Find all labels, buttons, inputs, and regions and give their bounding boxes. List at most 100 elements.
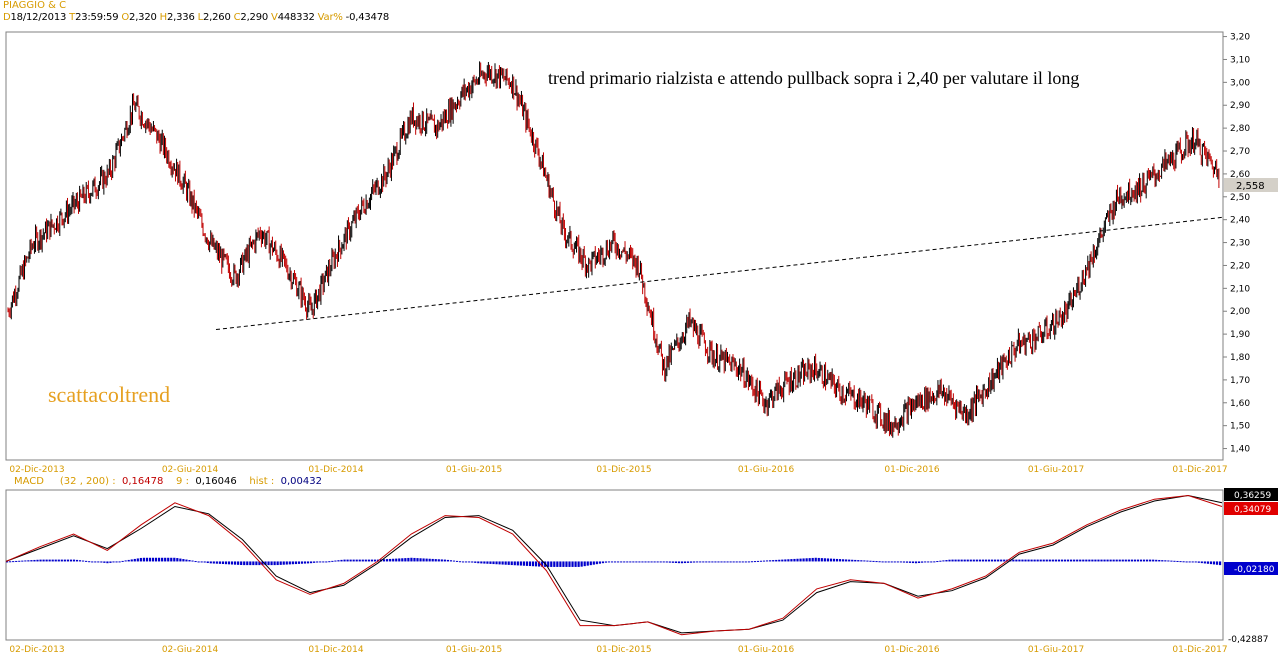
hist-bar (1191, 561, 1194, 563)
hist-bar (42, 559, 45, 562)
macd-colon: : (112, 476, 116, 487)
hist-bar (653, 561, 656, 563)
hist-bar (875, 561, 878, 563)
hist-bar (386, 559, 389, 562)
hist-bar (27, 560, 30, 562)
hist-bar (258, 561, 261, 566)
hist-bar (130, 559, 133, 562)
hist-bar (1003, 559, 1006, 562)
hist-bar (623, 561, 626, 563)
hist-bar (455, 560, 459, 562)
hist-bar (249, 561, 252, 566)
hist-bar (221, 561, 225, 565)
hist-bar (641, 561, 644, 563)
hist-bar (826, 558, 829, 562)
time-value: 23:59:59 (75, 12, 119, 23)
hist-bar (802, 558, 805, 562)
hist-bar (951, 559, 954, 562)
hist-bar (574, 561, 577, 567)
hist-bar (729, 561, 732, 563)
last-price-label: 2,558 (1236, 181, 1265, 192)
hist-bar (680, 561, 684, 564)
hist-bar (18, 560, 21, 562)
hist-bar (1115, 559, 1118, 562)
hist-bar (358, 559, 361, 562)
hist-bar (1106, 559, 1109, 562)
hist-bar (410, 557, 413, 562)
hist-bar (273, 561, 276, 566)
hist-bar (975, 559, 978, 562)
hist-bar (118, 561, 121, 563)
hist-bar (465, 561, 468, 563)
hist-value: 0,00432 (280, 476, 322, 487)
hist-bar (1039, 559, 1042, 562)
hist-bar (261, 561, 264, 566)
hist-bar (82, 560, 85, 562)
hist-bar (462, 561, 465, 563)
hist-bar (449, 560, 453, 562)
hist-bar (1015, 559, 1018, 562)
trendline (215, 216, 1223, 331)
hist-bar (702, 561, 705, 563)
hist-bar (197, 561, 200, 563)
hist-bar (63, 559, 66, 562)
hist-bar (568, 561, 571, 567)
macd-value-box (1224, 562, 1278, 575)
watermark: scattacoltrend (48, 382, 170, 407)
hist-bar (708, 561, 711, 563)
macd-value-box (1224, 502, 1278, 515)
hist-bar (264, 561, 267, 566)
hist-bar (428, 558, 431, 562)
hist-bar (489, 561, 492, 564)
hist-bar (407, 557, 410, 562)
price-panel[interactable] (5, 31, 1224, 461)
hist-bar (890, 561, 893, 563)
hist-bar (322, 561, 325, 563)
hist-bar (501, 561, 504, 565)
hist-bar (547, 561, 550, 567)
hist-bar (474, 561, 477, 563)
hist-bar (127, 559, 130, 562)
hist-bar (741, 561, 744, 563)
x-tick-label: 01-Dic-2017 (1172, 465, 1227, 475)
hist-bar (1218, 561, 1222, 566)
hist-bar (36, 559, 39, 562)
hist-bar (893, 561, 896, 563)
hist-bar (319, 561, 322, 563)
hist-bar (66, 559, 69, 562)
hist-bar (392, 558, 395, 562)
hist-bar (896, 561, 899, 563)
hist-bar (276, 561, 279, 566)
hist-bar (422, 558, 425, 562)
hist-bar (12, 561, 15, 563)
hist-bar (115, 561, 118, 563)
hist-bar (1158, 559, 1161, 562)
open-label: O (121, 12, 130, 23)
hist-bar (139, 557, 142, 562)
macd-panel[interactable] (5, 489, 1224, 641)
x-tick-label: 02-Dic-2013 (9, 465, 64, 475)
hist-bar (945, 560, 948, 562)
hist-bar (705, 561, 708, 563)
hist-bar (300, 561, 304, 564)
price-tick-label: 2,60 (1230, 170, 1250, 180)
hist-bar (756, 560, 760, 562)
hist-bar (817, 557, 820, 562)
x-tick-label: 01-Giu-2017 (1028, 465, 1084, 475)
hist-bar (267, 561, 270, 566)
hist-bar (632, 561, 635, 563)
hist-bar (814, 557, 817, 562)
macd-x-tick-label: 01-Dic-2015 (596, 645, 651, 655)
hist-bar (1063, 559, 1067, 562)
hist-bar (1146, 559, 1149, 562)
hist-bar (966, 559, 969, 562)
hist-bar (382, 559, 386, 562)
hist-bar (148, 557, 152, 562)
price-tick-label: 1,90 (1230, 330, 1250, 340)
macd-x-tick-label: 01-Giu-2015 (446, 645, 502, 655)
hist-bar (1152, 559, 1155, 562)
hist-bar (1215, 561, 1219, 565)
hist-bar (1079, 559, 1082, 562)
hist-bar (699, 561, 702, 563)
